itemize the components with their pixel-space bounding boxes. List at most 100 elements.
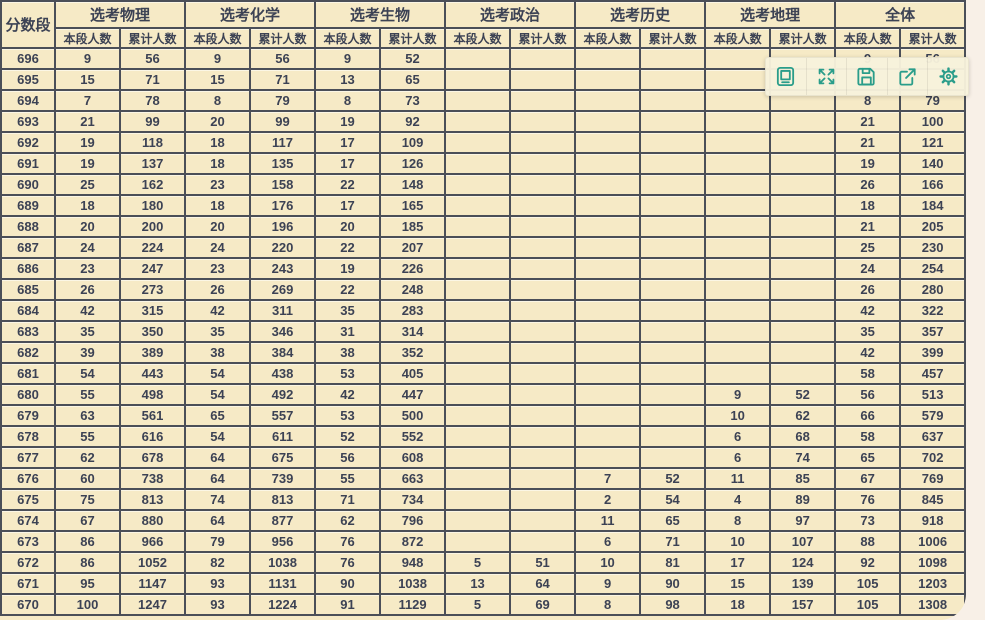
floating-toolbar <box>765 57 969 96</box>
count-cell: 56 <box>249 47 317 70</box>
count-cell: 9 <box>314 47 382 70</box>
segment-count-header: 本段人数 <box>834 27 902 49</box>
count-cell: 26 <box>834 278 902 301</box>
count-cell: 9 <box>54 47 121 70</box>
count-cell: 54 <box>184 362 252 385</box>
count-cell: 357 <box>899 320 966 343</box>
score-band-header: 分数段 <box>0 0 56 49</box>
count-cell <box>444 299 512 322</box>
table-row: 686 23 247 23 243 19 226 24 254 <box>0 257 966 280</box>
count-cell: 23 <box>184 257 252 280</box>
count-cell: 579 <box>899 404 966 427</box>
count-cell: 9 <box>184 47 252 70</box>
count-cell: 65 <box>379 68 447 91</box>
count-cell <box>509 446 577 469</box>
count-cell: 918 <box>899 509 966 532</box>
count-cell <box>769 173 837 196</box>
count-cell: 877 <box>249 509 317 532</box>
count-cell: 39 <box>54 341 121 364</box>
count-cell: 76 <box>834 488 902 511</box>
save-button[interactable] <box>846 58 887 95</box>
count-cell <box>704 278 772 301</box>
count-cell <box>509 488 577 511</box>
count-cell: 65 <box>184 404 252 427</box>
count-cell: 82 <box>184 551 252 574</box>
count-cell <box>509 68 577 91</box>
count-cell: 18 <box>704 593 772 616</box>
count-cell: 98 <box>639 593 707 616</box>
count-cell: 118 <box>118 131 187 154</box>
score-cell: 675 <box>0 488 56 511</box>
count-cell: 60 <box>54 467 121 490</box>
segment-count-header: 本段人数 <box>444 27 512 49</box>
count-cell: 139 <box>769 572 837 595</box>
expand-button[interactable] <box>805 58 847 95</box>
count-cell: 68 <box>769 425 837 448</box>
count-cell <box>639 68 707 91</box>
count-cell: 200 <box>118 215 187 238</box>
count-cell <box>444 488 512 511</box>
count-cell <box>509 257 577 280</box>
count-cell: 157 <box>769 593 837 616</box>
count-cell: 22 <box>314 236 382 259</box>
count-cell: 100 <box>54 593 121 616</box>
settings-button[interactable] <box>927 58 968 95</box>
count-cell <box>639 257 707 280</box>
count-cell: 283 <box>379 299 447 322</box>
count-cell: 184 <box>899 194 966 217</box>
count-cell <box>574 320 642 343</box>
count-cell <box>509 152 577 175</box>
count-cell <box>444 173 512 196</box>
count-cell: 399 <box>899 341 966 364</box>
count-cell: 71 <box>249 68 317 91</box>
count-cell <box>704 194 772 217</box>
table-row: 680 55 498 54 492 42 447 9 52 56 513 <box>0 383 966 406</box>
count-cell <box>574 278 642 301</box>
segment-count-header: 本段人数 <box>314 27 382 49</box>
count-cell: 21 <box>834 110 902 133</box>
count-cell: 140 <box>899 152 966 175</box>
count-cell: 20 <box>184 215 252 238</box>
count-cell: 2 <box>574 488 642 511</box>
count-cell: 54 <box>184 383 252 406</box>
count-cell: 52 <box>639 467 707 490</box>
count-cell: 15 <box>184 68 252 91</box>
count-cell <box>639 425 707 448</box>
count-cell: 74 <box>184 488 252 511</box>
count-cell <box>704 110 772 133</box>
count-cell: 18 <box>184 194 252 217</box>
count-cell: 608 <box>379 446 447 469</box>
table-row: 676 60 738 64 739 55 663 7 52 11 85 67 769 <box>0 467 966 490</box>
count-cell <box>769 320 837 343</box>
count-cell: 247 <box>118 257 187 280</box>
count-cell: 126 <box>379 152 447 175</box>
count-cell: 17 <box>314 152 382 175</box>
table-row: 691 19 137 18 135 17 126 19 140 <box>0 152 966 175</box>
count-cell: 38 <box>184 341 252 364</box>
count-cell: 9 <box>574 572 642 595</box>
count-cell: 86 <box>54 530 121 553</box>
count-cell: 55 <box>54 425 121 448</box>
count-cell: 124 <box>769 551 837 574</box>
count-cell <box>574 131 642 154</box>
count-cell: 1247 <box>118 593 187 616</box>
count-cell <box>639 173 707 196</box>
share-button[interactable] <box>886 58 928 95</box>
segment-count-header: 本段人数 <box>54 27 121 49</box>
table-row: 682 39 389 38 384 38 352 42 399 <box>0 341 966 364</box>
score-cell: 678 <box>0 425 56 448</box>
count-cell: 64 <box>184 509 252 532</box>
count-cell: 42 <box>184 299 252 322</box>
count-cell: 185 <box>379 215 447 238</box>
count-cell <box>704 152 772 175</box>
count-cell: 63 <box>54 404 121 427</box>
device-button[interactable] <box>766 58 806 95</box>
count-cell <box>444 467 512 490</box>
count-cell: 315 <box>118 299 187 322</box>
count-cell: 54 <box>54 362 121 385</box>
count-cell: 611 <box>249 425 317 448</box>
count-cell <box>639 341 707 364</box>
count-cell <box>444 425 512 448</box>
count-cell: 1098 <box>899 551 966 574</box>
score-cell: 691 <box>0 152 56 175</box>
